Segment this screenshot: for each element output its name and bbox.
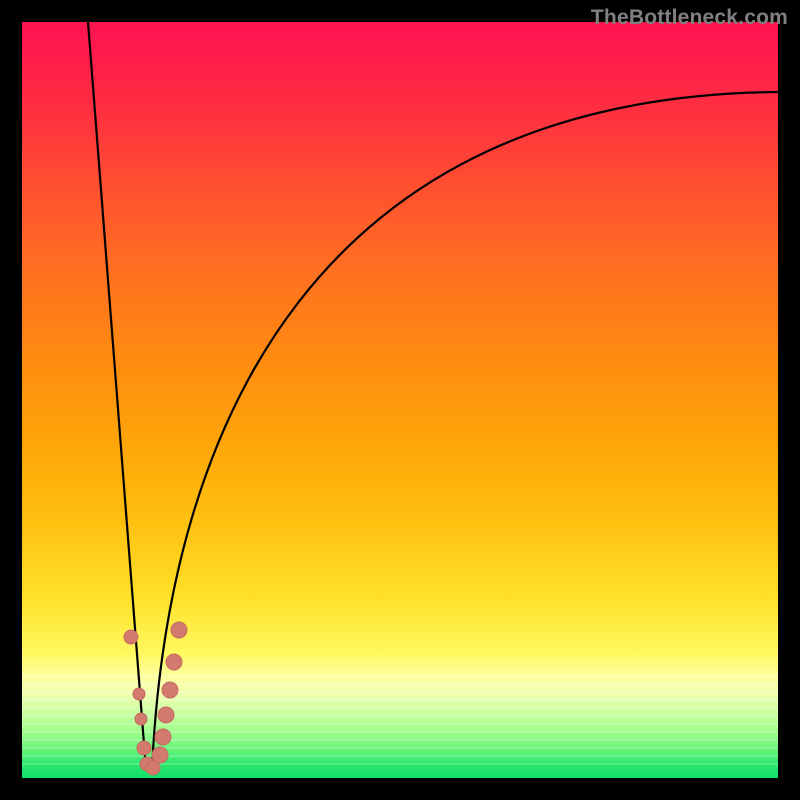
data-marker bbox=[124, 630, 138, 644]
data-marker bbox=[137, 741, 151, 755]
gradient-background bbox=[22, 22, 778, 778]
data-marker bbox=[171, 622, 187, 638]
watermark-text: TheBottleneck.com bbox=[591, 6, 788, 30]
chart-root: TheBottleneck.com bbox=[0, 0, 800, 800]
data-marker bbox=[152, 747, 168, 763]
data-marker bbox=[158, 707, 174, 723]
data-marker bbox=[135, 713, 147, 725]
data-marker bbox=[162, 682, 178, 698]
data-marker bbox=[155, 729, 171, 745]
chart-svg bbox=[0, 0, 800, 800]
data-marker bbox=[133, 688, 145, 700]
data-marker bbox=[166, 654, 182, 670]
